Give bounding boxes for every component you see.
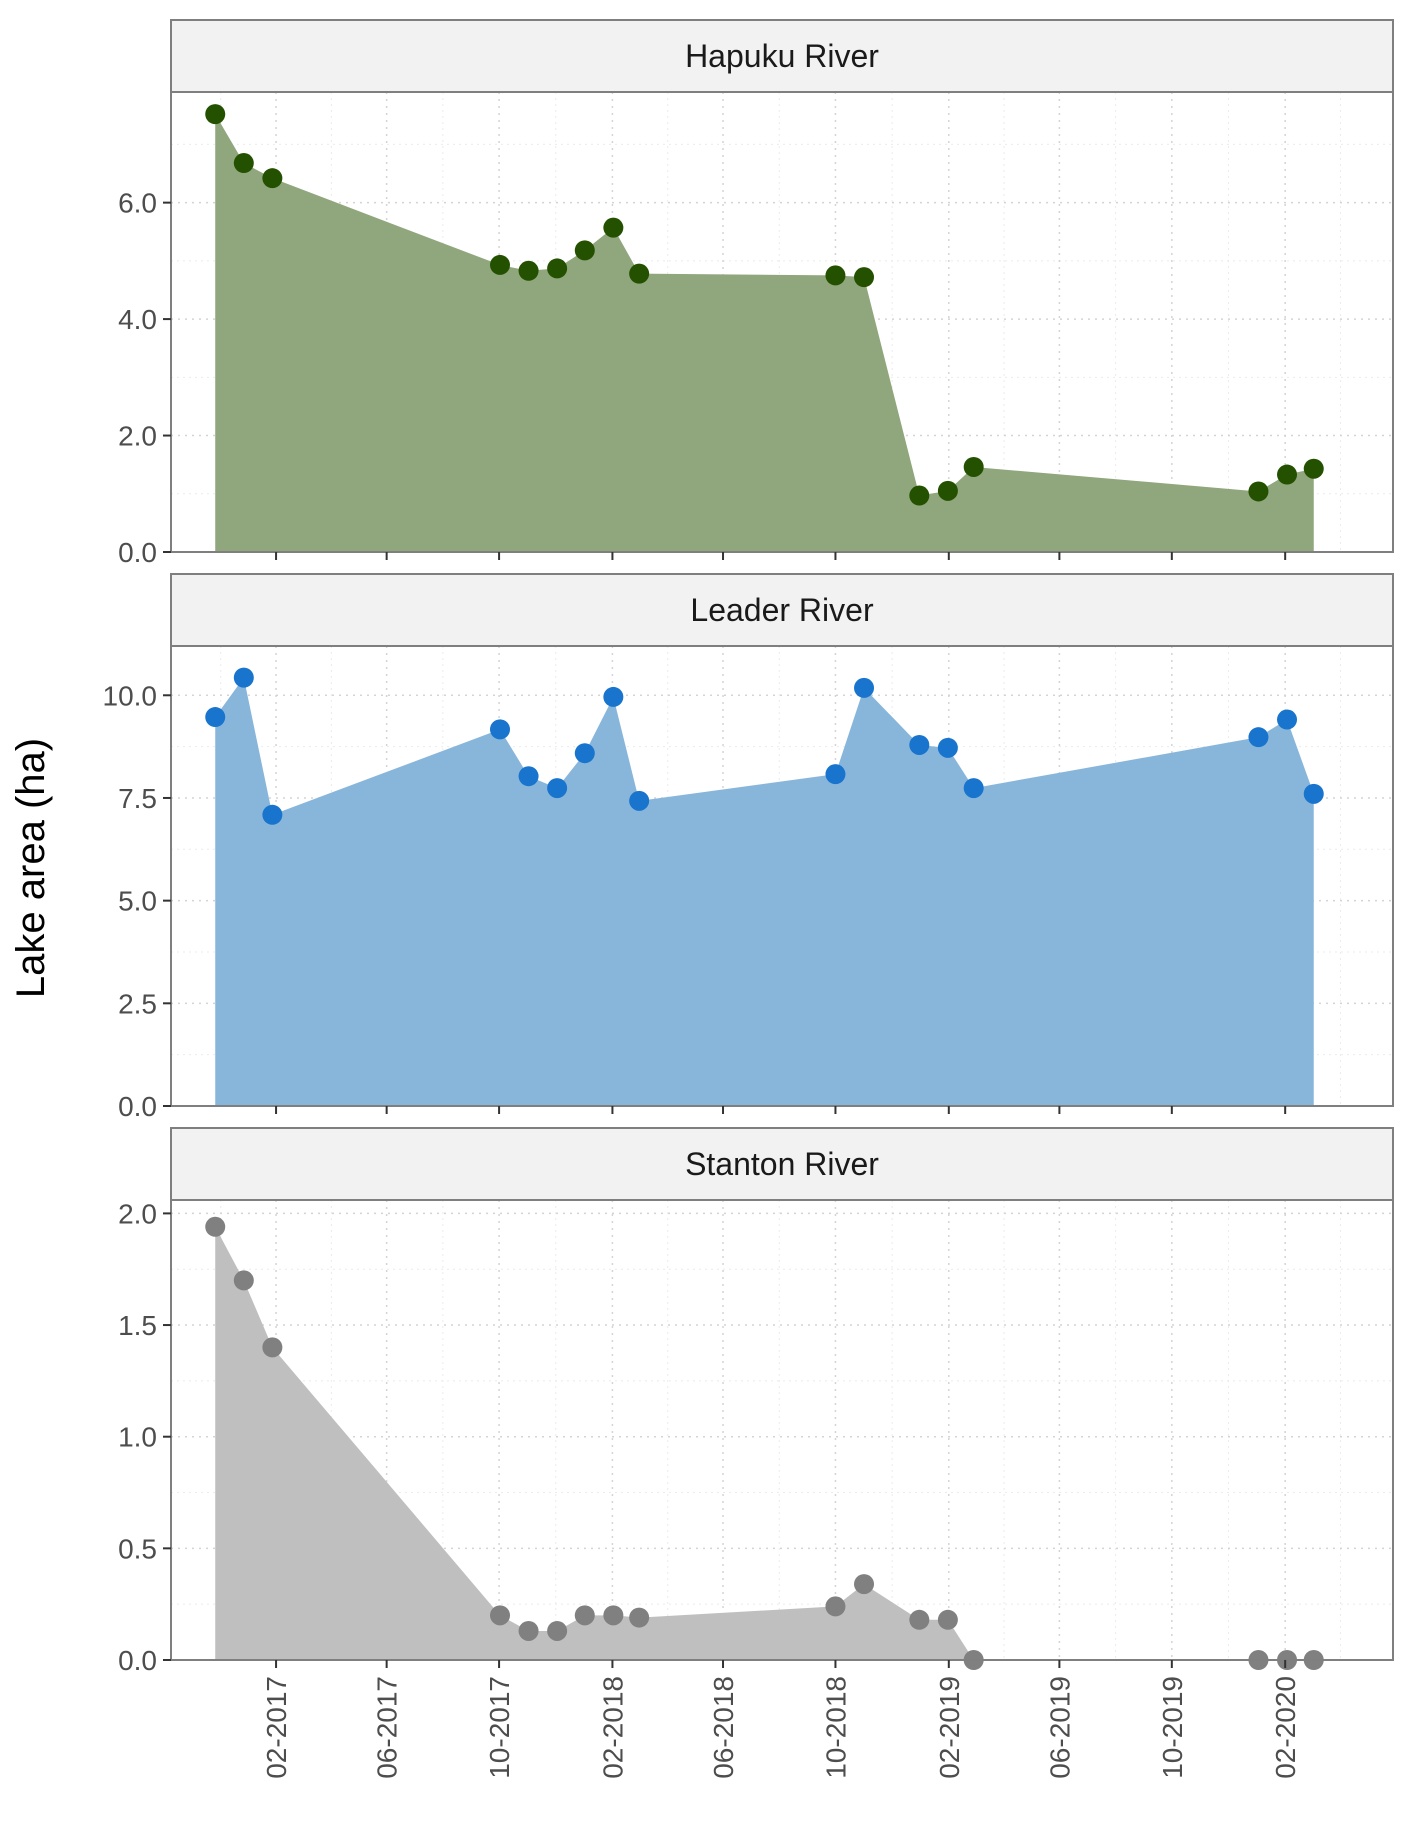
- facet-strip-label: Hapuku River: [685, 38, 879, 74]
- data-point: [205, 104, 226, 125]
- data-point: [1248, 481, 1269, 502]
- data-point: [233, 1270, 254, 1291]
- data-point: [518, 1620, 539, 1641]
- facet-strip: [170, 1127, 1394, 1201]
- data-point: [629, 1607, 650, 1628]
- data-point: [909, 1609, 930, 1630]
- data-point: [963, 456, 984, 477]
- data-point: [547, 258, 568, 279]
- data-point: [963, 778, 984, 799]
- data-point: [518, 260, 539, 281]
- y-tick-label: 0.0: [118, 1091, 157, 1122]
- y-tick-label: 0.0: [118, 537, 157, 568]
- facet-strip-label: Stanton River: [685, 1146, 879, 1182]
- panel-leader-river: Leader River 0.0 2.5 5.0 7.5 10.0: [103, 573, 1394, 1122]
- y-tick-label: 2.0: [118, 421, 157, 452]
- data-point: [909, 734, 930, 755]
- x-tick-label: 10-2018: [820, 1676, 851, 1779]
- panel-hapuku-river: Hapuku River 0.0 2.0 4.0 6.0: [118, 19, 1394, 568]
- data-point: [205, 707, 226, 728]
- data-point: [629, 263, 650, 284]
- facet-strip-label: Leader River: [690, 592, 874, 628]
- data-point: [574, 1605, 595, 1626]
- panel-border: [170, 91, 1394, 553]
- y-tick-label: 6.0: [118, 188, 157, 219]
- data-point: [629, 790, 650, 811]
- data-point: [1303, 458, 1324, 479]
- y-tick-label: 1.5: [118, 1310, 157, 1341]
- data-point: [854, 267, 875, 288]
- data-point: [574, 743, 595, 764]
- data-point: [233, 153, 254, 174]
- data-point: [518, 766, 539, 787]
- x-tick-label: 02-2018: [597, 1676, 628, 1779]
- x-tick-label: 02-2019: [934, 1676, 965, 1779]
- data-point: [937, 480, 958, 501]
- y-tick-label: 1.0: [118, 1422, 157, 1453]
- data-point: [490, 1605, 510, 1626]
- y-tick-label: 0.5: [118, 1533, 157, 1564]
- data-point: [490, 254, 510, 275]
- x-tick-label: 10-2019: [1157, 1676, 1188, 1779]
- y-axis-label: Lake area (ha): [9, 738, 53, 998]
- data-point: [1248, 727, 1269, 748]
- data-point: [603, 686, 624, 707]
- data-point: [854, 677, 875, 698]
- data-point: [262, 168, 283, 189]
- x-tick-label: 02-2017: [261, 1676, 292, 1779]
- y-tick-label: 0.0: [118, 1645, 157, 1676]
- y-tick-label: 7.5: [118, 783, 157, 814]
- data-point: [547, 1620, 568, 1641]
- panel-border: [170, 1199, 1394, 1661]
- panel-stanton-river: Stanton River 0.0 0.5 1.0 1.5 2.0: [118, 1127, 1394, 1676]
- area-fill: [215, 677, 1314, 1106]
- x-tick-label: 06-2019: [1044, 1676, 1075, 1779]
- data-point: [262, 804, 283, 825]
- data-point: [937, 1609, 958, 1630]
- data-point: [603, 217, 624, 238]
- x-tick-label: 06-2018: [708, 1676, 739, 1779]
- data-point: [1277, 464, 1298, 485]
- data-point: [233, 667, 254, 688]
- y-tick-label: 10.0: [103, 680, 158, 711]
- data-point: [937, 737, 958, 758]
- facet-strip: [170, 19, 1394, 93]
- y-tick-label: 2.0: [118, 1198, 157, 1229]
- data-point: [205, 1216, 226, 1237]
- data-point: [825, 265, 846, 286]
- y-tick-label: 5.0: [118, 886, 157, 917]
- data-point: [825, 764, 846, 785]
- data-point: [825, 1596, 846, 1617]
- facet-strip: [170, 573, 1394, 647]
- data-point: [262, 1337, 283, 1358]
- x-tick-label: 06-2017: [372, 1676, 403, 1779]
- data-point: [574, 240, 595, 261]
- data-point: [547, 778, 568, 799]
- data-point: [1303, 783, 1324, 804]
- x-tick-label: 02-2020: [1270, 1676, 1301, 1779]
- y-tick-label: 2.5: [118, 988, 157, 1019]
- data-point: [490, 719, 510, 740]
- data-point: [854, 1574, 875, 1595]
- data-point: [909, 485, 930, 506]
- area-fill: [215, 114, 1314, 552]
- x-tick-label: 10-2017: [484, 1676, 515, 1779]
- y-tick-label: 4.0: [118, 304, 157, 335]
- data-point: [603, 1605, 624, 1626]
- panel-border: [170, 645, 1394, 1107]
- area-fill: [215, 1226, 974, 1660]
- data-point: [1277, 709, 1298, 730]
